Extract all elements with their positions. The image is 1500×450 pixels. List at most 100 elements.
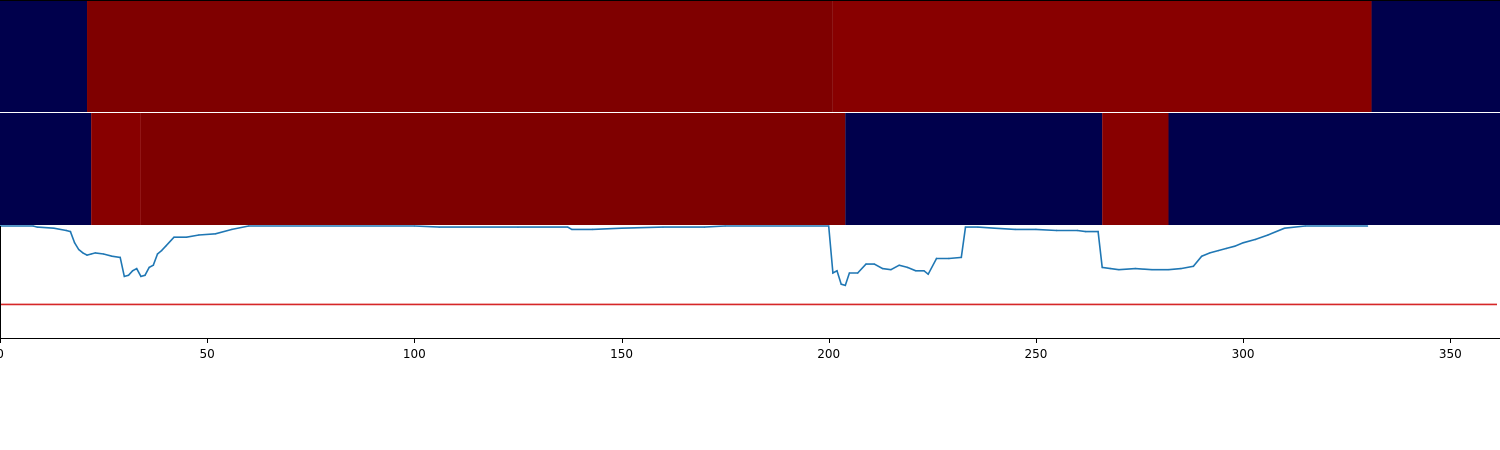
data-point-18	[131, 270, 134, 272]
data-point-39	[620, 227, 623, 230]
data-point-22	[148, 266, 150, 269]
data-point-67	[1055, 229, 1058, 232]
data-point-38	[591, 228, 594, 231]
data-point-30	[214, 233, 217, 235]
data-point-11	[90, 253, 92, 255]
data-point-51	[873, 263, 876, 265]
data-point-36	[566, 226, 569, 228]
data-point-72	[1109, 267, 1112, 270]
data-point-31	[231, 228, 233, 231]
data-point-62	[964, 226, 967, 228]
heatmap-cell-r1-3	[832, 1, 1372, 112]
data-point-86	[1267, 234, 1269, 236]
data-point-61	[960, 256, 963, 259]
data-point-19	[135, 267, 138, 270]
data-point-47	[844, 284, 847, 287]
x-tick-label-300: 300	[1232, 347, 1255, 361]
data-point-82	[1225, 247, 1228, 250]
data-point-28	[185, 236, 188, 238]
data-point-63	[977, 226, 979, 228]
heatmap-cell-r2-5	[1102, 113, 1169, 225]
data-point-14	[111, 255, 113, 258]
data-point-65	[1014, 228, 1016, 231]
data-point-2	[32, 225, 34, 227]
data-point-34	[438, 226, 441, 228]
data-point-58	[927, 273, 929, 275]
line-plot-panel	[0, 225, 1500, 339]
data-point-77	[1180, 267, 1182, 270]
data-point-79	[1200, 255, 1203, 258]
x-tick-label-350: 350	[1439, 347, 1462, 361]
data-point-85	[1254, 238, 1257, 241]
data-point-41	[703, 226, 706, 228]
data-point-54	[898, 264, 900, 267]
data-point-70	[1097, 230, 1099, 233]
data-point-68	[1076, 229, 1079, 232]
x-tick-label-0: 0	[0, 347, 4, 361]
data-point-13	[102, 253, 105, 255]
data-point-17	[127, 274, 130, 277]
heatmap-cell-r1-1	[0, 1, 88, 112]
heatmap-layer	[0, 0, 1500, 225]
data-point-26	[164, 245, 167, 247]
data-point-75	[1151, 268, 1153, 271]
heatmap-cell-r1-2	[87, 1, 833, 112]
x-tick-label-150: 150	[610, 347, 633, 361]
data-point-74	[1134, 267, 1137, 270]
data-point-55	[906, 266, 909, 269]
data-point-23	[152, 264, 155, 267]
data-point-53	[890, 268, 892, 271]
data-point-50	[865, 263, 867, 265]
data-point-71	[1101, 266, 1104, 269]
data-point-16	[123, 275, 126, 278]
data-point-78	[1192, 265, 1195, 268]
data-point-33	[413, 225, 416, 227]
data-point-56	[914, 270, 917, 272]
data-point-88	[1304, 225, 1307, 227]
data-point-15	[119, 256, 121, 259]
data-point-21	[144, 274, 146, 277]
data-point-44	[832, 272, 834, 274]
data-point-66	[1035, 228, 1037, 231]
data-point-35	[517, 226, 519, 228]
heatmap-cell-r2-6	[1168, 113, 1500, 225]
data-point-73	[1117, 268, 1120, 271]
data-point-24	[156, 253, 159, 255]
data-point-7	[73, 242, 76, 244]
data-point-45	[836, 270, 838, 272]
data-point-8	[77, 248, 80, 251]
data-point-60	[948, 257, 950, 260]
heatmap-cell-r1-4	[1371, 1, 1500, 112]
data-point-43	[827, 225, 830, 227]
line-layer	[0, 225, 1497, 306]
data-point-12	[94, 252, 97, 254]
data-point-29	[198, 234, 200, 236]
data-point-57	[923, 270, 925, 272]
data-point-9	[82, 252, 84, 254]
data-point-89	[1366, 225, 1369, 227]
data-point-84	[1242, 242, 1244, 244]
data-point-48	[848, 272, 851, 274]
data-point-49	[856, 272, 859, 274]
data-point-81	[1217, 249, 1220, 252]
data-point-40	[662, 226, 664, 228]
data-point-87	[1283, 227, 1286, 230]
heatmap-row-2	[0, 113, 1500, 225]
heatmap-row-1	[0, 1, 1500, 112]
data-point-25	[160, 249, 163, 252]
heatmap-cell-r2-3	[140, 113, 846, 225]
data-point-46	[840, 283, 842, 286]
data-point-10	[86, 254, 88, 256]
data-point-76	[1167, 268, 1170, 271]
x-tick-label-100: 100	[403, 347, 426, 361]
x-axis: 0 50 100 150 200 250 300 350	[0, 338, 1462, 361]
data-point-80	[1209, 252, 1211, 254]
data-point-6	[69, 230, 72, 233]
data-point-42	[724, 225, 726, 227]
x-tick-label-50: 50	[200, 347, 215, 361]
data-point-32	[247, 225, 250, 227]
heatmap-cell-r2-2	[91, 113, 141, 225]
line-plot-background	[0, 226, 1500, 338]
data-point-83	[1234, 245, 1236, 247]
